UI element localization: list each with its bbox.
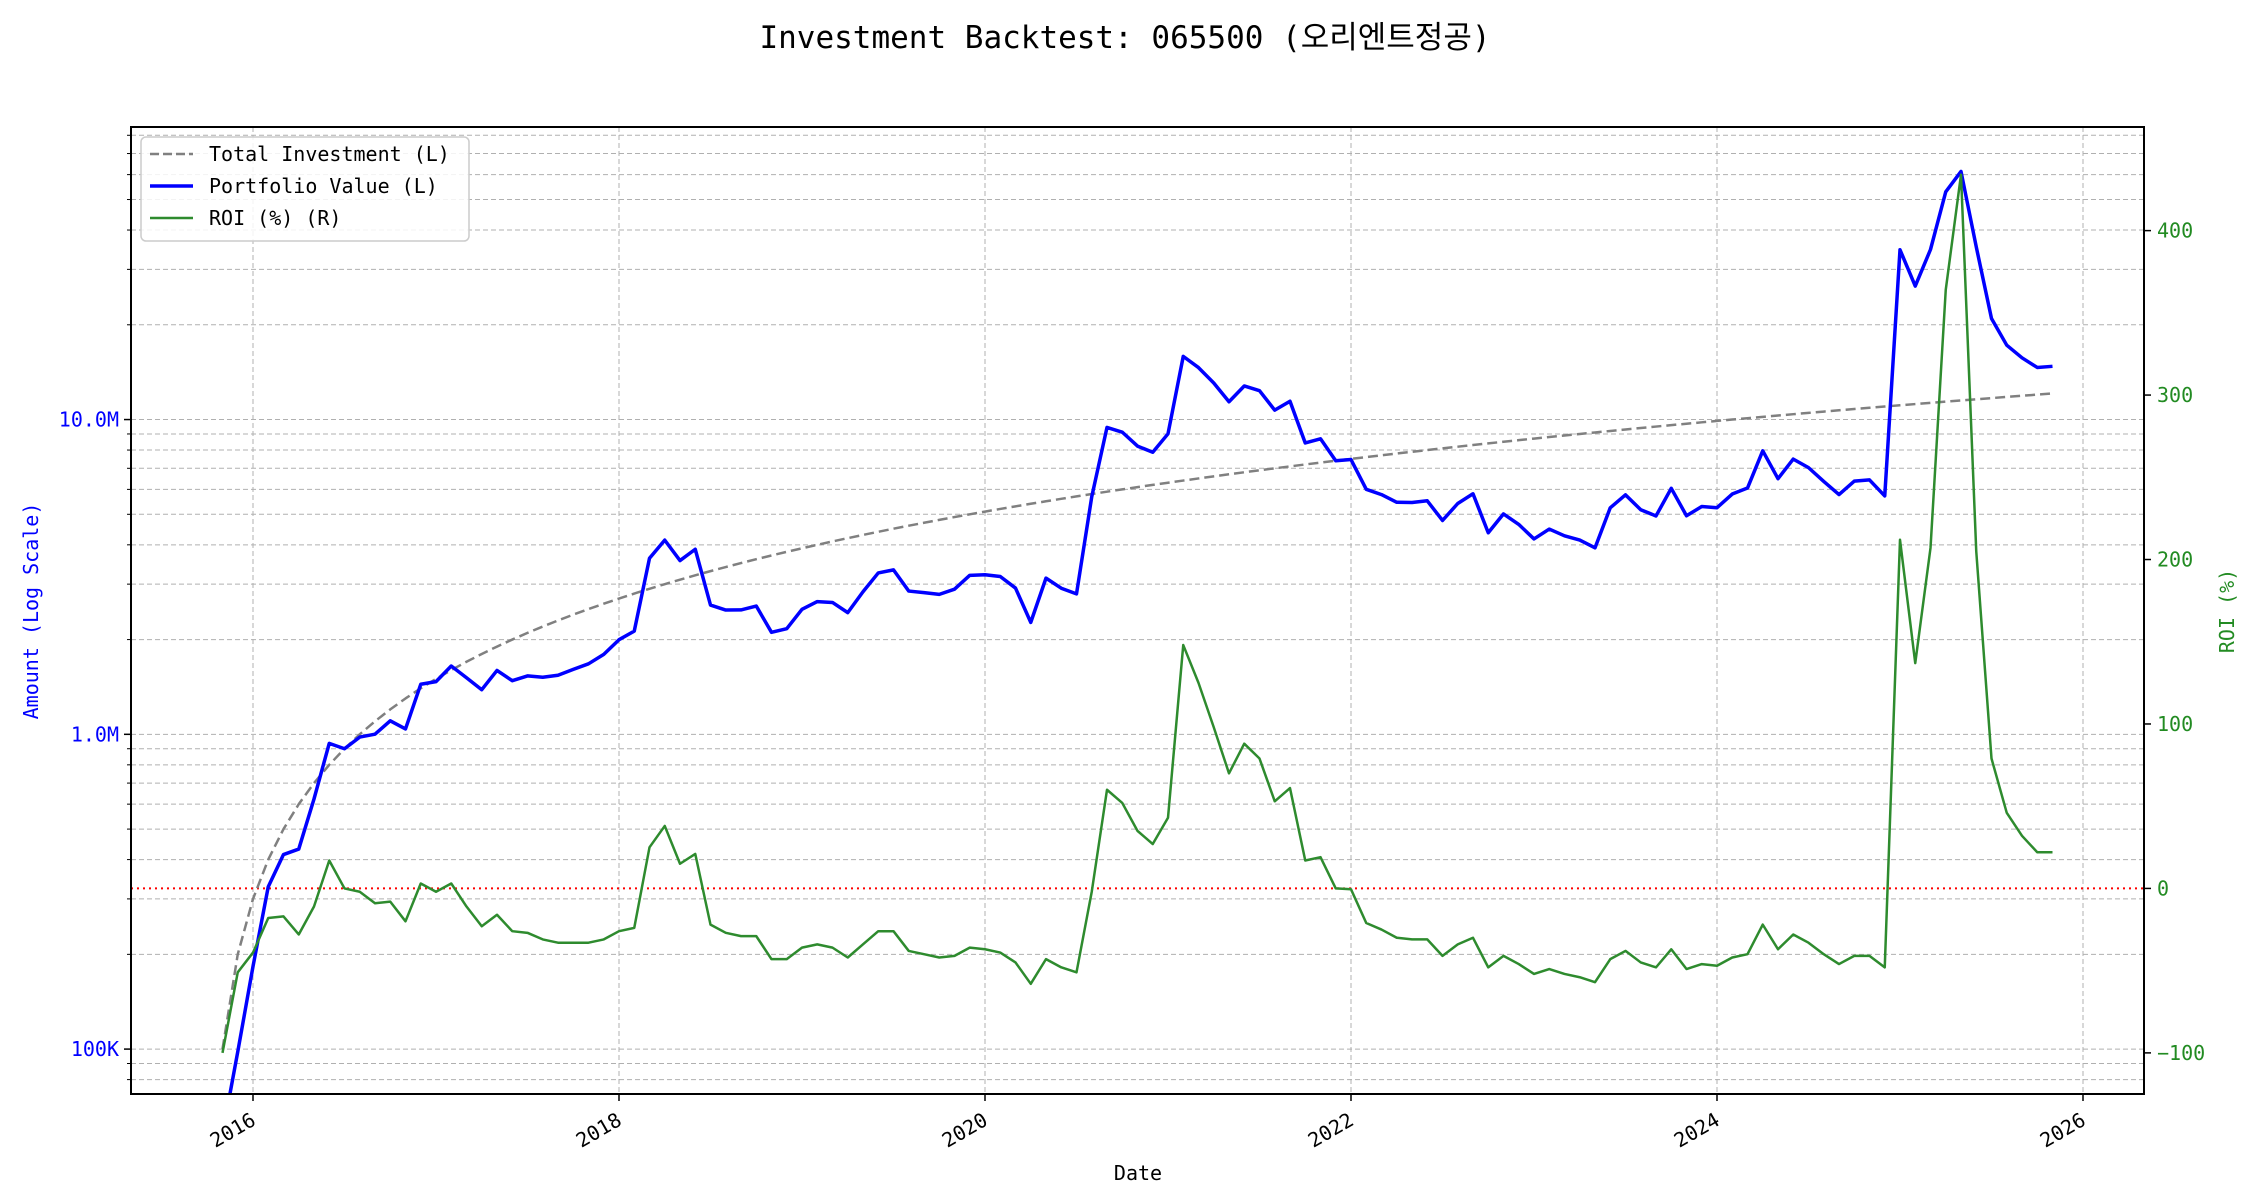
y-right-tick-label: 100 [2157, 712, 2193, 736]
y-right-axis-label: ROI (%) [2215, 569, 2239, 653]
plot-frame [130, 126, 2145, 1095]
y-left-tick-label: 10.0M [59, 408, 119, 432]
grid [131, 127, 2144, 1094]
legend: Total Investment (L) Portfolio Value (L)… [140, 136, 470, 242]
y-right-tick-label: −100 [2157, 1041, 2205, 1065]
y-left-tick-label: 100K [71, 1037, 119, 1061]
x-tick-label: 2020 [938, 1108, 992, 1153]
series-total-investment-group [221, 392, 2053, 1050]
y-left-axis-label: Amount (Log Scale) [19, 503, 43, 720]
series-roi-group [221, 173, 2053, 1054]
series-total-investment [221, 392, 2053, 1050]
legend-box [140, 136, 470, 242]
y-right-tick-label: 0 [2157, 876, 2169, 900]
y-right-tick-label: 400 [2157, 219, 2193, 243]
legend-label-roi: ROI (%) (R) [209, 206, 341, 230]
legend-label-portfolio: Portfolio Value (L) [209, 174, 438, 198]
x-tick-label: 2024 [1670, 1108, 1724, 1153]
legend-label-investment: Total Investment (L) [209, 142, 450, 166]
x-axis-label: Date [1114, 1161, 1162, 1185]
y-right-tick-label: 300 [2157, 383, 2193, 407]
series-roi [221, 173, 2053, 1054]
y-right-tick-label: 200 [2157, 548, 2193, 572]
series-layer [131, 169, 2144, 1094]
chart-title: Investment Backtest: 065500 (오리엔트정공) [759, 20, 1490, 56]
x-tick-label: 2018 [572, 1108, 626, 1153]
y-left-tick-label: 1.0M [71, 722, 119, 746]
x-tick-label: 2026 [2036, 1108, 2090, 1153]
x-tick-label: 2022 [1304, 1108, 1358, 1153]
ticks-layer: 2016 2018 2020 2022 2024 2026 100K 1.0M 10.0M 400… [59, 134, 2205, 1153]
series-portfolio-value [228, 169, 2053, 1094]
series-portfolio-value-group [228, 169, 2053, 1094]
x-tick-label: 2016 [206, 1108, 260, 1153]
